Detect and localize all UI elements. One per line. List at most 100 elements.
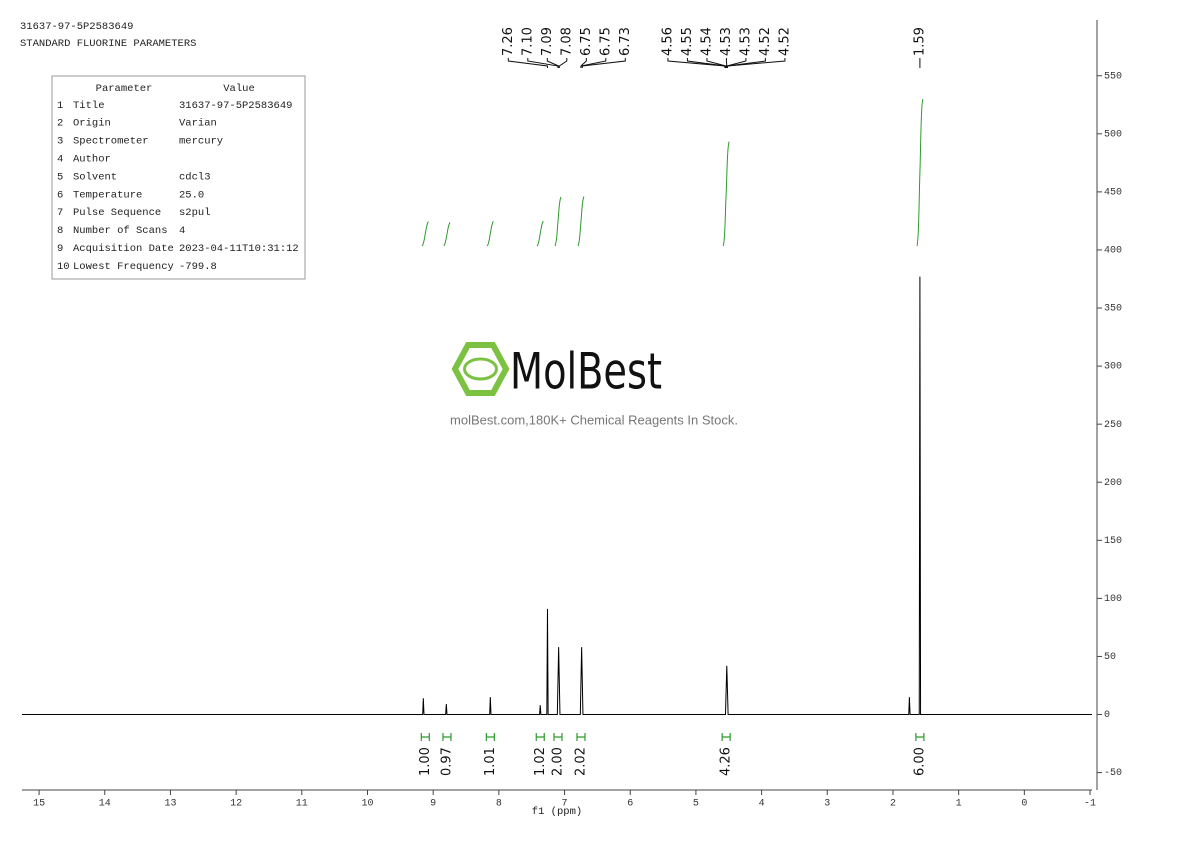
integral-label: 1.01 — [483, 747, 498, 776]
table-cell: 31637-97-5P2583649 — [179, 100, 292, 112]
peak-connector — [706, 58, 727, 68]
x-tick-label: 9 — [430, 799, 436, 810]
spectrum — [22, 276, 1092, 716]
integral-label: 2.00 — [550, 747, 565, 776]
peak-label: 4.52 — [758, 27, 773, 56]
peak-label: 7.08 — [559, 27, 574, 56]
integral-curve — [722, 141, 730, 247]
table-header: Value — [223, 83, 255, 95]
integral-curve — [554, 196, 562, 247]
x-tick-label: 0 — [1021, 799, 1027, 810]
y-tick-label: 250 — [1104, 420, 1122, 431]
table-cell: -799.8 — [179, 261, 217, 273]
table-cell: 1 — [57, 100, 63, 112]
tagline: molBest.com,180K+ Chemical Reagents In S… — [450, 412, 738, 427]
peak-connector — [667, 58, 726, 68]
logo-ring — [463, 357, 498, 381]
y-tick-label: 100 — [1104, 594, 1122, 605]
subtitle: STANDARD FLUORINE PARAMETERS — [20, 38, 196, 50]
peak-connector — [558, 58, 568, 68]
integral-bracket — [485, 733, 495, 741]
x-tick-label: 1 — [956, 799, 962, 810]
table-cell: Lowest Frequency — [73, 261, 174, 273]
x-tick-label: 10 — [361, 799, 373, 810]
x-tick-label: 6 — [627, 799, 633, 810]
table-cell: Temperature — [73, 189, 142, 201]
integral-curve — [536, 220, 544, 247]
peak-label: 4.52 — [777, 27, 792, 56]
peak-connector — [527, 58, 559, 68]
peak-connector — [726, 58, 747, 68]
table-cell: Author — [73, 153, 111, 165]
parameter-table — [51, 75, 306, 280]
table-cell: Solvent — [73, 171, 117, 183]
peak-connector — [580, 58, 607, 68]
peak-label: 4.55 — [680, 27, 695, 56]
peak-label: 4.53 — [738, 27, 753, 56]
peak-label: 6.75 — [598, 27, 613, 56]
table-cell: Pulse Sequence — [73, 207, 161, 219]
peak-connector — [726, 58, 786, 68]
integral-label: 0.97 — [439, 747, 454, 776]
integral-curve — [916, 98, 924, 247]
table-cell: s2pul — [179, 207, 211, 219]
integral-label: 1.02 — [533, 747, 548, 776]
y-tick-label: 400 — [1104, 246, 1122, 257]
table-cell: 25.0 — [179, 189, 204, 201]
integral-curve — [577, 196, 585, 247]
peak-label: 7.10 — [520, 27, 535, 56]
integral-bracket — [535, 733, 545, 741]
x-tick-label: 13 — [164, 799, 176, 810]
y-tick-label: 550 — [1104, 71, 1122, 82]
peak-connector — [507, 58, 548, 68]
integral-label: 6.00 — [912, 747, 927, 776]
y-tick-label: 450 — [1104, 188, 1122, 199]
peak-label: 6.75 — [579, 27, 594, 56]
peak-connector — [581, 58, 626, 68]
table-cell: cdcl3 — [179, 171, 211, 183]
integral-bracket — [915, 733, 925, 741]
table-header: Parameter — [96, 83, 153, 95]
peak-label: 1.59 — [912, 27, 927, 56]
integral-label: 2.02 — [573, 747, 588, 776]
x-tick-label: 7 — [562, 799, 568, 810]
table-cell: 4 — [57, 153, 63, 165]
integral-bracket — [721, 733, 731, 741]
x-tick-label: 5 — [693, 799, 699, 810]
table-cell: Number of Scans — [73, 225, 168, 237]
logo — [451, 342, 510, 396]
table-cell: 8 — [57, 225, 63, 237]
logo-hexagon — [451, 342, 510, 396]
peak-connector — [686, 58, 726, 68]
integral-bracket — [576, 733, 586, 741]
y-tick-label: 150 — [1104, 536, 1122, 547]
table-cell: 2 — [57, 118, 63, 130]
y-tick-label: 0 — [1104, 710, 1110, 721]
table-cell: 10 — [57, 261, 70, 273]
table-cell: Origin — [73, 118, 111, 130]
integral-bracket — [442, 733, 452, 741]
integral-curve — [443, 222, 451, 247]
table-cell: 7 — [57, 207, 63, 219]
integral-label: 1.00 — [418, 747, 433, 776]
table-cell: Title — [73, 100, 105, 112]
x-tick-label: 8 — [496, 799, 502, 810]
y-tick-label: 200 — [1104, 478, 1122, 489]
x-axis-label: f1 (ppm) — [532, 806, 582, 818]
peak-label: 7.09 — [540, 27, 555, 56]
table-cell: 5 — [57, 171, 63, 183]
table-cell: Spectrometer — [73, 136, 149, 148]
y-tick-label: 350 — [1104, 304, 1122, 315]
y-tick-label: 50 — [1104, 652, 1116, 663]
peak-label: 6.73 — [618, 27, 633, 56]
x-tick-label: 3 — [824, 799, 830, 810]
brand: MolBest — [510, 343, 662, 401]
integral-label: 4.26 — [719, 747, 734, 776]
y-tick-label: 300 — [1104, 362, 1122, 373]
x-tick-label: 2 — [890, 799, 896, 810]
integral-curve — [421, 221, 429, 247]
integral-bracket — [553, 733, 563, 741]
integral-bracket — [420, 733, 430, 741]
